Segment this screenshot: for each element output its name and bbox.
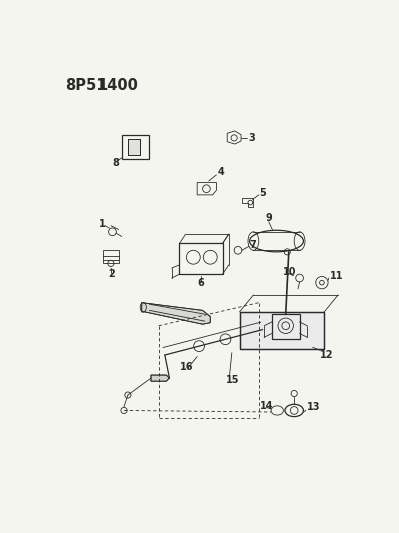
Polygon shape bbox=[142, 303, 210, 324]
Text: 5: 5 bbox=[259, 188, 266, 198]
Text: 2: 2 bbox=[109, 269, 115, 279]
Text: 8P51: 8P51 bbox=[65, 78, 106, 93]
Text: 16: 16 bbox=[180, 361, 194, 372]
Polygon shape bbox=[151, 375, 170, 381]
Text: 8: 8 bbox=[113, 158, 119, 167]
Text: 9: 9 bbox=[266, 213, 273, 223]
Text: 1: 1 bbox=[99, 219, 105, 229]
Text: 14: 14 bbox=[260, 401, 274, 411]
Bar bbox=[122, 135, 150, 159]
Text: 7: 7 bbox=[249, 240, 256, 250]
Bar bbox=[128, 140, 140, 155]
Text: 10: 10 bbox=[282, 267, 296, 277]
Text: 3: 3 bbox=[248, 133, 255, 143]
Text: 1400: 1400 bbox=[97, 78, 138, 93]
Text: 6: 6 bbox=[197, 278, 204, 288]
Text: 12: 12 bbox=[320, 350, 334, 360]
Text: 13: 13 bbox=[306, 402, 320, 413]
Bar bbox=[128, 140, 140, 155]
Text: 4: 4 bbox=[217, 167, 224, 177]
Text: 15: 15 bbox=[226, 375, 240, 385]
Polygon shape bbox=[239, 312, 324, 349]
Text: 11: 11 bbox=[330, 271, 343, 281]
